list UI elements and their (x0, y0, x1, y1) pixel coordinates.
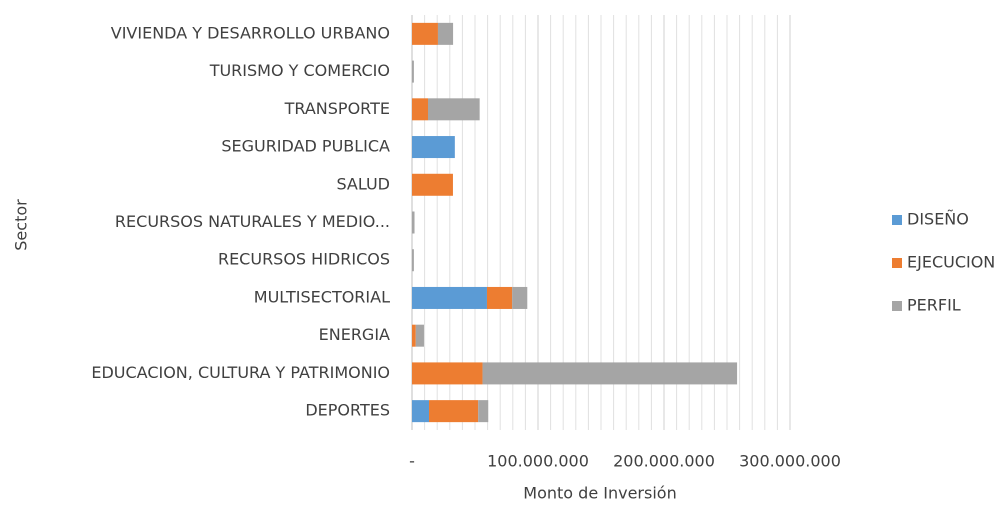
bar-segment (412, 286, 487, 309)
y-tick-label: RECURSOS NATURALES Y MEDIO... (115, 212, 390, 231)
x-tick-label: 100.000.000 (487, 452, 589, 471)
bar-segment (412, 362, 483, 385)
bar-segment (512, 286, 528, 309)
legend-swatch (892, 215, 902, 225)
bar-segment (415, 324, 424, 347)
y-tick-label: VIVIENDA Y DESARROLLO URBANO (111, 23, 390, 42)
y-tick-label: TRANSPORTE (284, 99, 390, 118)
legend-label: DISEÑO (907, 210, 969, 229)
y-tick-label: TURISMO Y COMERCIO (209, 61, 390, 80)
bar-segment (412, 211, 415, 234)
bar-segment (428, 98, 480, 121)
bar-segment (412, 173, 453, 196)
y-tick-label: DEPORTES (305, 401, 390, 420)
x-axis-title: Monto de Inversión (523, 484, 676, 503)
bar-segment (412, 136, 455, 159)
bar-segment (412, 324, 416, 347)
bar-segment (429, 400, 479, 423)
bar-segment (486, 286, 513, 309)
y-tick-label: RECURSOS HIDRICOS (218, 250, 390, 269)
x-tick-label: - (409, 452, 415, 471)
bar-segment (412, 22, 438, 45)
bar-segment (412, 98, 429, 121)
bar-segment (412, 249, 414, 272)
bar-segment (437, 22, 454, 45)
bar-segment (482, 362, 738, 385)
legend-label: PERFIL (907, 296, 961, 315)
x-tick-label: 200.000.000 (613, 452, 715, 471)
y-tick-label: ENERGIA (319, 325, 390, 344)
legend-swatch (892, 301, 902, 311)
y-tick-label: SALUD (336, 174, 390, 193)
bar-segment (412, 400, 430, 423)
bar-segment (412, 60, 414, 83)
legend-label: EJECUCION (907, 253, 995, 272)
y-tick-label: SEGURIDAD PUBLICA (221, 137, 390, 156)
y-axis-title: Sector (12, 199, 31, 251)
y-tick-label: EDUCACION, CULTURA Y PATRIMONIO (91, 363, 390, 382)
x-tick-label: 300.000.000 (739, 452, 841, 471)
legend-swatch (892, 258, 902, 268)
bar-segment (478, 400, 489, 423)
y-tick-label: MULTISECTORIAL (254, 287, 390, 306)
